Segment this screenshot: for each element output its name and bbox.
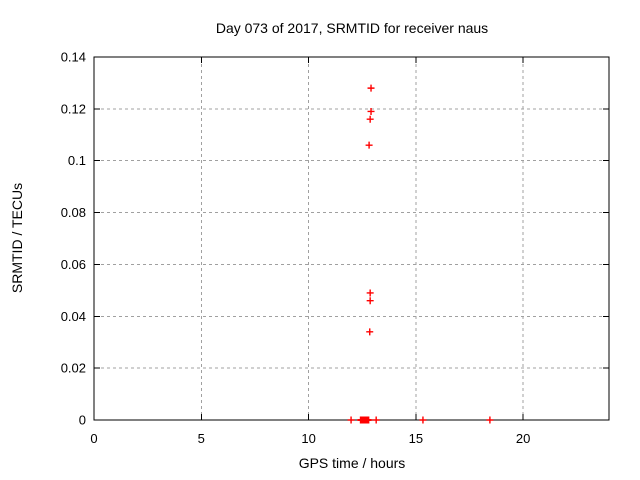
x-axis-label: GPS time / hours <box>298 455 406 471</box>
data-point-marker <box>366 289 374 297</box>
x-tick-label: 15 <box>409 431 423 446</box>
y-tick-label: 0.12 <box>61 101 86 116</box>
data-point-marker <box>367 84 375 92</box>
x-tick-label: 10 <box>301 431 315 446</box>
data-point-marker <box>372 416 380 424</box>
plot-border <box>93 56 610 421</box>
y-tick-label: 0.04 <box>61 309 86 324</box>
y-axis-label: SRMTID / TECUs <box>9 182 25 294</box>
y-tick-label: 0.14 <box>61 50 86 65</box>
y-tick-label: 0.08 <box>61 205 86 220</box>
x-tick-label: 0 <box>90 431 97 446</box>
y-tick-label: 0.1 <box>68 153 86 168</box>
x-tick-label: 20 <box>516 431 530 446</box>
y-tick-label: 0.02 <box>61 361 86 376</box>
data-point-marker <box>367 107 375 115</box>
chart-title: Day 073 of 2017, SRMTID for receiver nau… <box>215 20 489 36</box>
y-tick-label: 0.06 <box>61 257 86 272</box>
data-point-marker <box>486 416 494 424</box>
x-tick-label: 5 <box>198 431 205 446</box>
data-point-marker <box>365 141 373 149</box>
data-point-marker <box>366 297 374 305</box>
data-point-marker <box>366 115 374 123</box>
data-point-marker <box>365 416 373 424</box>
y-tick-label: 0 <box>79 413 86 428</box>
data-point-marker <box>347 416 355 424</box>
data-point-marker <box>366 328 374 336</box>
data-point-marker <box>419 416 427 424</box>
